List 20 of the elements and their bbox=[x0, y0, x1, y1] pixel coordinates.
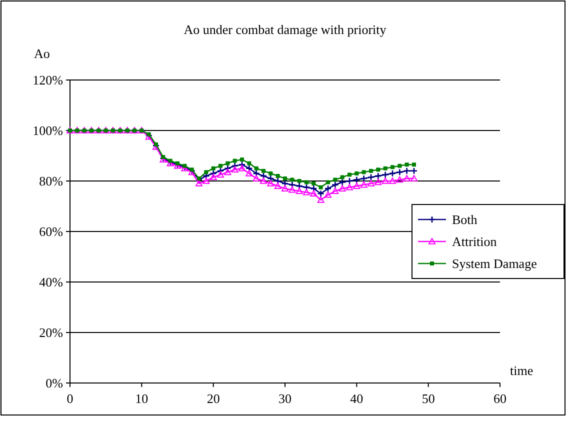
legend-label: System Damage bbox=[452, 256, 538, 272]
x-tick-label: 20 bbox=[206, 391, 220, 406]
x-tick-label: 40 bbox=[350, 391, 364, 406]
x-tick-label: 10 bbox=[135, 391, 148, 406]
chart-title: Ao under combat damage with priority bbox=[184, 22, 387, 37]
x-tick-label: 50 bbox=[422, 391, 435, 406]
y-tick-label: 40% bbox=[39, 274, 64, 290]
y-tick-label: 60% bbox=[39, 224, 64, 240]
y-tick-label: 0% bbox=[46, 376, 64, 391]
x-tick-label: 0 bbox=[66, 391, 74, 406]
y-tick-label: 80% bbox=[39, 174, 64, 189]
x-tick-label: 30 bbox=[278, 391, 292, 406]
y-tick-label: 120% bbox=[32, 72, 64, 88]
legend-label: Both bbox=[452, 212, 478, 228]
y-tick-label: 20% bbox=[39, 325, 64, 340]
y-axis-title: Ao bbox=[34, 46, 50, 61]
x-tick-label: 60 bbox=[494, 391, 506, 406]
x-axis-title: time bbox=[510, 363, 534, 378]
legend-label: Attrition bbox=[452, 234, 498, 250]
y-tick-label: 100% bbox=[32, 123, 64, 138]
